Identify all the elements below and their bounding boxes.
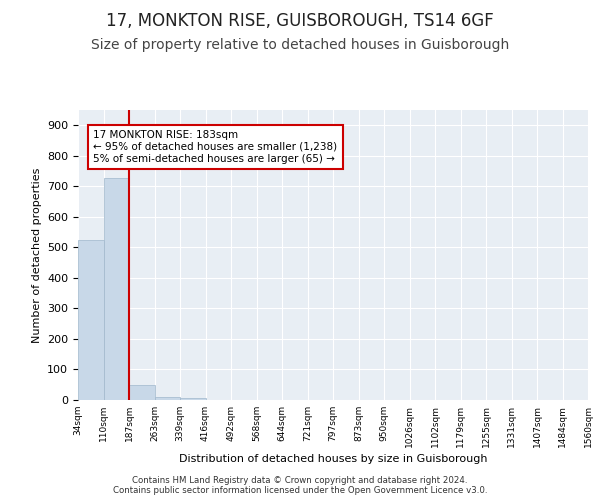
Text: Size of property relative to detached houses in Guisborough: Size of property relative to detached ho…: [91, 38, 509, 52]
Text: Contains HM Land Registry data © Crown copyright and database right 2024.
Contai: Contains HM Land Registry data © Crown c…: [113, 476, 487, 495]
Text: 17 MONKTON RISE: 183sqm
← 95% of detached houses are smaller (1,238)
5% of semi-: 17 MONKTON RISE: 183sqm ← 95% of detache…: [94, 130, 337, 164]
Bar: [104, 178, 129, 400]
Bar: [180, 398, 205, 400]
Bar: [155, 397, 180, 400]
Bar: [78, 240, 104, 400]
Y-axis label: Number of detached properties: Number of detached properties: [32, 168, 41, 342]
X-axis label: Distribution of detached houses by size in Guisborough: Distribution of detached houses by size …: [179, 454, 487, 464]
Bar: [129, 384, 155, 400]
Text: 17, MONKTON RISE, GUISBOROUGH, TS14 6GF: 17, MONKTON RISE, GUISBOROUGH, TS14 6GF: [106, 12, 494, 30]
